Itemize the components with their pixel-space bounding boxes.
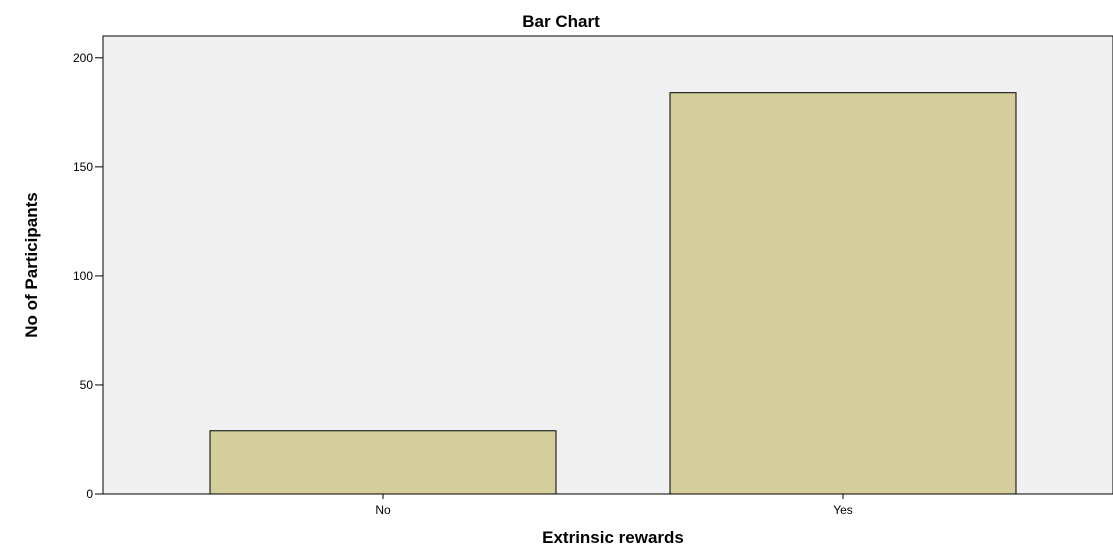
bar-yes bbox=[669, 92, 1017, 495]
y-tick-label: 100 bbox=[73, 269, 93, 283]
y-tick-label: 150 bbox=[73, 160, 93, 174]
x-axis-ticks: No Yes bbox=[375, 494, 853, 517]
y-tick-label: 0 bbox=[86, 487, 93, 501]
chart-title: Bar Chart bbox=[522, 12, 600, 31]
y-tick-label: 50 bbox=[80, 378, 94, 392]
y-tick-label: 200 bbox=[73, 51, 93, 65]
y-axis-label: No of Participants bbox=[22, 192, 41, 337]
bar-no bbox=[209, 430, 557, 495]
y-axis-ticks: 0 50 100 150 200 bbox=[73, 51, 103, 501]
x-axis-label: Extrinsic rewards bbox=[542, 528, 684, 547]
x-tick-label: No bbox=[375, 503, 391, 517]
x-tick-label: Yes bbox=[833, 503, 853, 517]
